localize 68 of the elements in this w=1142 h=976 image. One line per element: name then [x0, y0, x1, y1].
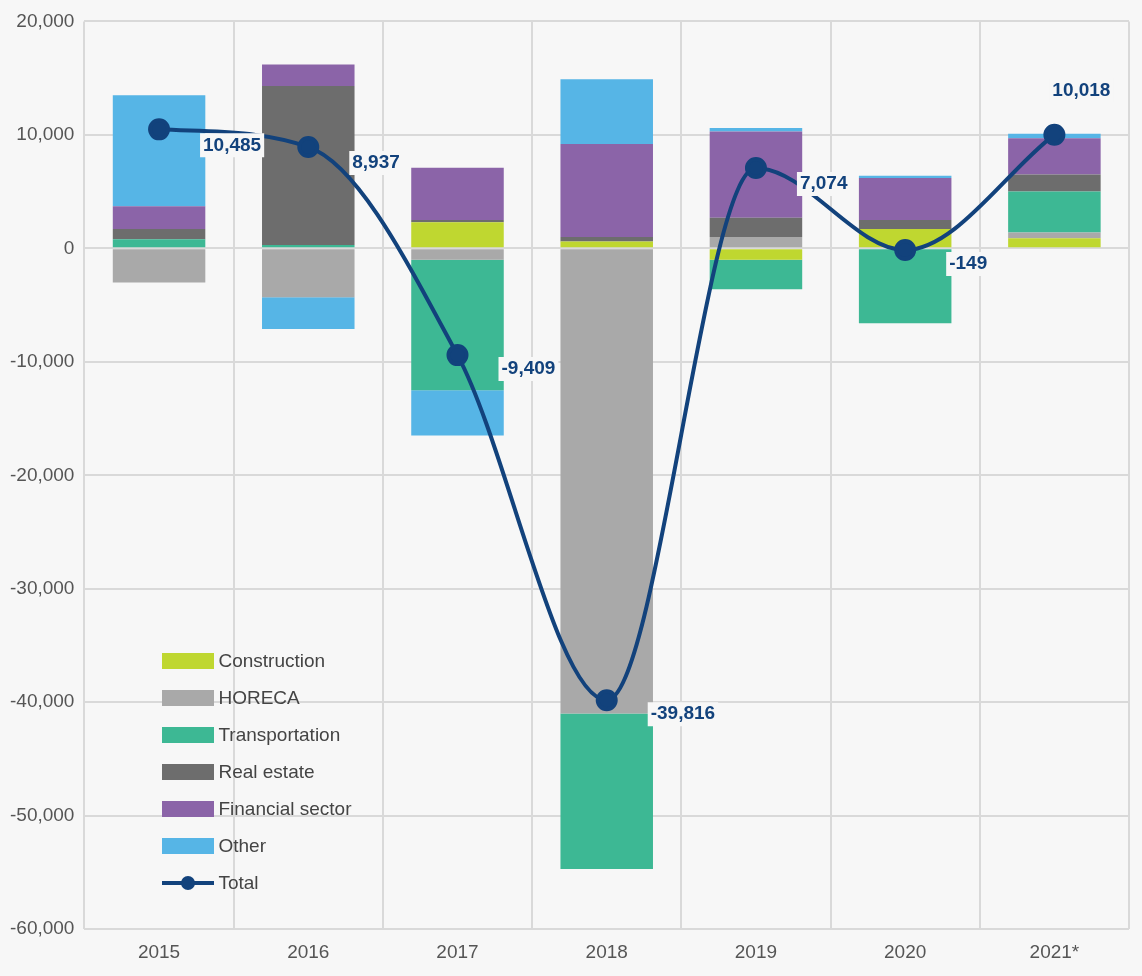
- legend-label: Construction: [218, 649, 326, 672]
- bar: [1008, 174, 1101, 192]
- legend-label: Other: [218, 834, 266, 857]
- data-label: -149: [949, 252, 988, 274]
- bar: [112, 206, 206, 230]
- y-tick-label: -20,000: [9, 463, 75, 485]
- data-label: 8,937: [352, 151, 400, 173]
- data-label: 10,485: [203, 133, 262, 155]
- y-tick-label: -40,000: [9, 690, 75, 712]
- bar: [1008, 191, 1101, 233]
- bar: [262, 86, 355, 245]
- bar: [560, 143, 653, 237]
- bar: [560, 237, 653, 242]
- bar: [262, 297, 355, 329]
- data-label: -9,409: [501, 357, 556, 379]
- bar: [112, 229, 206, 240]
- y-tick-label: 10,000: [16, 123, 75, 145]
- bar: [411, 222, 504, 248]
- bar: [709, 249, 803, 260]
- x-tick-label: 2020: [884, 940, 927, 962]
- x-tick-label: 2018: [585, 940, 628, 962]
- point: [148, 118, 171, 141]
- y-tick-label: -60,000: [9, 917, 75, 939]
- data-label: -39,816: [650, 702, 716, 724]
- point: [894, 239, 917, 262]
- legend-label: Real estate: [218, 760, 315, 783]
- bar: [1008, 138, 1101, 175]
- data-label: 10,018: [1052, 78, 1111, 100]
- y-tick-label: 0: [63, 236, 75, 258]
- x-tick-label: 2021*: [1029, 940, 1080, 962]
- bar: [560, 79, 653, 144]
- y-tick-label: -30,000: [9, 577, 75, 599]
- y-tick-label: -10,000: [9, 350, 75, 372]
- point: [1043, 123, 1066, 146]
- bar: [560, 249, 653, 714]
- bar: [411, 259, 504, 391]
- data-label: 7,074: [799, 172, 848, 194]
- bar: [709, 217, 803, 237]
- bar: [411, 390, 504, 436]
- bar: [1008, 232, 1101, 239]
- bar: [858, 178, 952, 220]
- bar: [709, 237, 803, 248]
- legend-label: HORECA: [218, 686, 300, 709]
- bar: [112, 239, 206, 248]
- point: [595, 689, 618, 712]
- bar: [411, 167, 504, 220]
- bar: [858, 219, 952, 230]
- x-tick-label: 2015: [137, 940, 181, 962]
- bar: [112, 95, 206, 207]
- bar: [262, 249, 355, 298]
- bar: [262, 64, 355, 87]
- x-tick-label: 2016: [287, 940, 330, 962]
- bar: [1008, 238, 1101, 248]
- y-tick-label: -50,000: [9, 803, 75, 825]
- bar: [560, 713, 653, 870]
- bar: [112, 249, 206, 283]
- legend-label: Total: [218, 871, 259, 894]
- y-tick-label: 20,000: [16, 9, 75, 31]
- x-tick-label: 2019: [734, 940, 778, 962]
- point: [297, 135, 320, 158]
- x-tick-label: 2017: [436, 940, 479, 962]
- legend-label: Financial sector: [218, 797, 352, 820]
- bar: [858, 249, 952, 324]
- bar: [709, 259, 803, 290]
- point: [446, 344, 469, 367]
- point: [744, 157, 767, 180]
- legend-label: Transportation: [218, 723, 341, 746]
- bar: [411, 249, 504, 260]
